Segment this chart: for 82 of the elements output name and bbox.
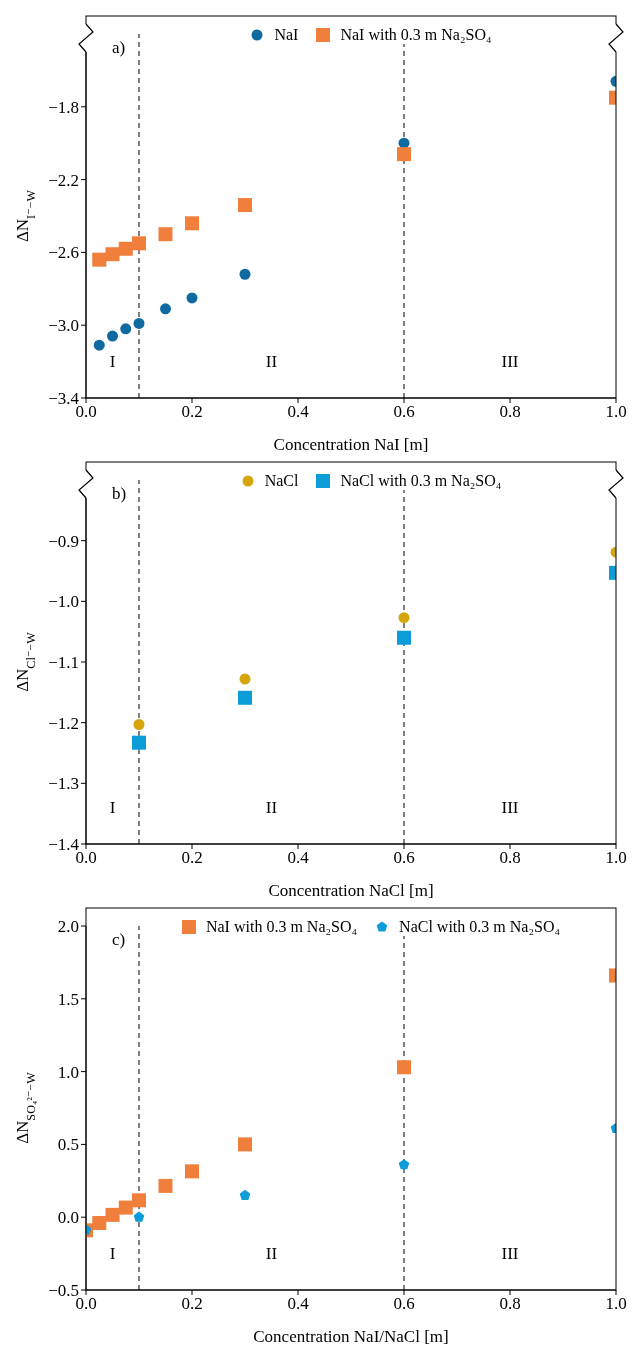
- point: [398, 612, 410, 624]
- point: [118, 241, 133, 256]
- x-tick-label: 0.2: [181, 402, 203, 422]
- point: [118, 1200, 133, 1215]
- point: [93, 339, 105, 351]
- point: [397, 630, 411, 645]
- point: [107, 330, 118, 342]
- annotation: c): [112, 930, 126, 950]
- legend-label: NaI with 0.3 m Na₂SO₄: [205, 918, 358, 936]
- x-tick-label: 0.4: [287, 848, 310, 868]
- annotation: I: [109, 1244, 116, 1264]
- annotation: I: [109, 798, 116, 818]
- y-tick-label: 0.0: [57, 1208, 79, 1228]
- y-tick-label: −1.3: [48, 774, 79, 794]
- y-tick-label: −1.0: [48, 592, 79, 612]
- x-tick-label: 0.8: [499, 1294, 521, 1314]
- x-tick-label: 1.0: [605, 848, 627, 868]
- y-tick-label: −2.2: [48, 170, 79, 190]
- x-tick-label: 0.8: [499, 848, 521, 868]
- y-tick-label: −1.8: [48, 97, 79, 117]
- point: [132, 236, 146, 251]
- point: [105, 1207, 120, 1222]
- x-tick-label: 0.6: [393, 402, 415, 422]
- point: [133, 718, 145, 730]
- legend-label: NaI: [274, 26, 299, 44]
- annotation: III: [501, 1244, 519, 1264]
- x-tick-label: 0.4: [287, 1294, 310, 1314]
- annotation: I: [109, 352, 116, 372]
- point: [397, 1060, 411, 1075]
- x-axis-title: Concentration NaCl [m]: [268, 881, 434, 900]
- point: [398, 1159, 410, 1170]
- point: [239, 673, 251, 685]
- point: [239, 268, 251, 280]
- x-tick-label: 1.0: [605, 1294, 627, 1314]
- y-tick-label: −1.2: [48, 713, 79, 733]
- y-tick-label: −3.0: [48, 316, 79, 336]
- point: [120, 323, 132, 335]
- point: [92, 252, 107, 267]
- y-tick-label: −1.1: [48, 653, 79, 673]
- point: [239, 1189, 251, 1200]
- point: [185, 216, 199, 231]
- y-tick-label: −0.9: [48, 531, 79, 551]
- y-tick-label: 1.5: [57, 989, 79, 1009]
- annotation: a): [112, 38, 126, 58]
- x-tick-label: 1.0: [605, 402, 627, 422]
- annotation: II: [265, 1244, 278, 1264]
- annotation: III: [501, 352, 519, 372]
- x-tick-label: 0.8: [499, 402, 521, 422]
- x-tick-label: 0.6: [393, 1294, 415, 1314]
- point: [133, 317, 145, 329]
- annotation: III: [501, 798, 519, 818]
- legend-label: NaCl with 0.3 m Na₂SO₄: [399, 918, 561, 936]
- point: [92, 1216, 107, 1231]
- point: [185, 1164, 199, 1179]
- y-tick-label: 0.5: [57, 1135, 79, 1155]
- x-tick-label: 0.2: [181, 848, 203, 868]
- annotation: II: [265, 798, 278, 818]
- x-axis-title: Concentration NaI/NaCl [m]: [253, 1327, 449, 1346]
- x-tick-label: 0.4: [287, 402, 310, 422]
- y-tick-label: −2.6: [48, 243, 79, 263]
- point: [158, 227, 173, 242]
- point: [132, 1193, 146, 1208]
- legend-label: NaCl with 0.3 m Na₂SO₄: [340, 472, 502, 490]
- annotation: b): [112, 484, 127, 504]
- point: [160, 303, 171, 315]
- point: [133, 1211, 145, 1222]
- x-tick-label: 0.2: [181, 1294, 203, 1314]
- point: [132, 735, 146, 750]
- point: [186, 292, 198, 304]
- y-tick-label: 2.0: [57, 917, 79, 937]
- point: [397, 147, 411, 162]
- point: [238, 690, 252, 705]
- point: [238, 198, 252, 213]
- legend-label: NaI with 0.3 m Na₂SO₄: [340, 26, 492, 44]
- x-axis-title: Concentration NaI [m]: [273, 435, 429, 454]
- x-tick-label: 0.6: [393, 848, 415, 868]
- point: [238, 1137, 252, 1152]
- legend-label: NaCl: [264, 472, 299, 490]
- annotation: II: [265, 352, 278, 372]
- point: [158, 1178, 173, 1193]
- y-tick-label: 1.0: [57, 1062, 79, 1082]
- point: [105, 247, 120, 262]
